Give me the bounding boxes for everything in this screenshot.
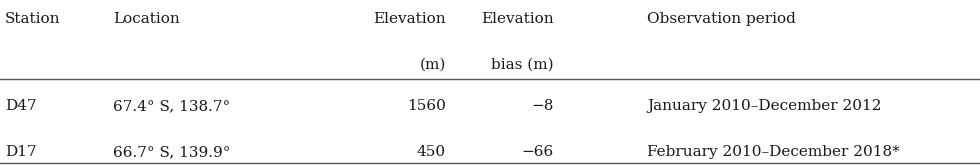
Text: −66: −66 xyxy=(521,145,554,159)
Text: Elevation: Elevation xyxy=(373,12,446,26)
Text: (m): (m) xyxy=(419,58,446,72)
Text: Station: Station xyxy=(5,12,61,26)
Text: Elevation: Elevation xyxy=(481,12,554,26)
Text: January 2010–December 2012: January 2010–December 2012 xyxy=(647,99,881,113)
Text: 66.7° S, 139.9°: 66.7° S, 139.9° xyxy=(113,145,230,159)
Text: Location: Location xyxy=(113,12,179,26)
Text: −8: −8 xyxy=(531,99,554,113)
Text: Observation period: Observation period xyxy=(647,12,796,26)
Text: D47: D47 xyxy=(5,99,36,113)
Text: 1560: 1560 xyxy=(407,99,446,113)
Text: February 2010–December 2018*: February 2010–December 2018* xyxy=(647,145,900,159)
Text: bias (m): bias (m) xyxy=(491,58,554,72)
Text: D17: D17 xyxy=(5,145,36,159)
Text: 67.4° S, 138.7°: 67.4° S, 138.7° xyxy=(113,99,230,113)
Text: 450: 450 xyxy=(416,145,446,159)
